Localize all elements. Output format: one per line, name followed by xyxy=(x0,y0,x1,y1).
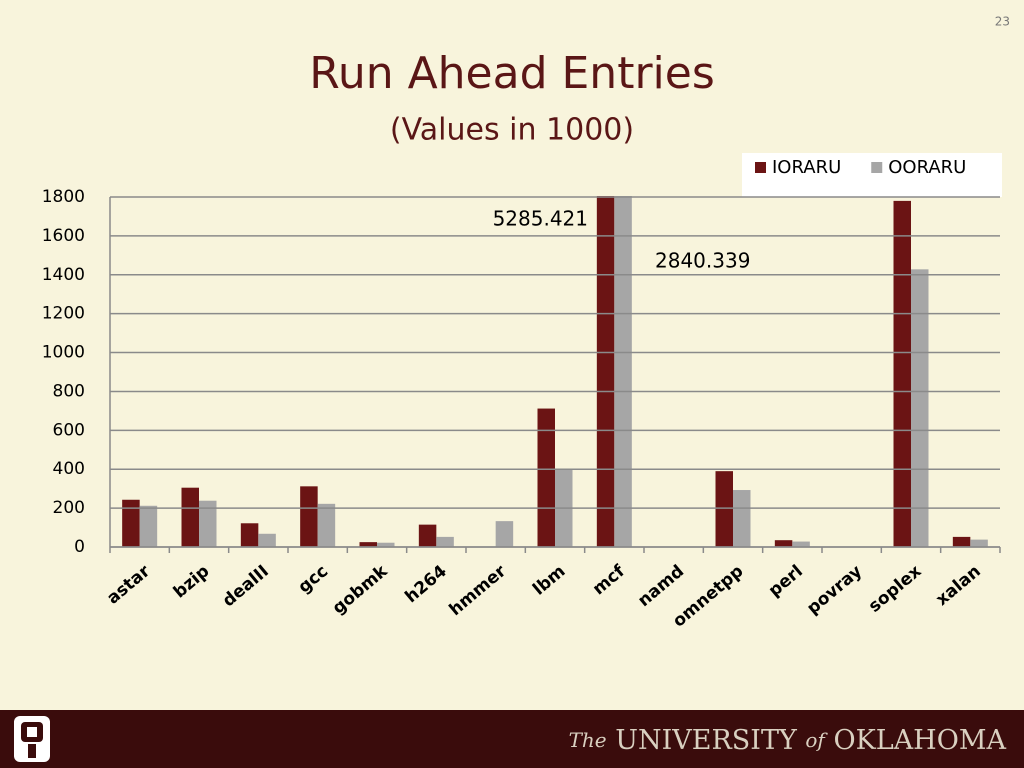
bar xyxy=(359,542,377,547)
legend-swatch xyxy=(871,162,883,173)
bar xyxy=(952,536,971,547)
legend-box xyxy=(742,153,1002,197)
y-tick-label: 0 xyxy=(74,537,85,557)
bar xyxy=(911,269,929,547)
y-tick-label: 400 xyxy=(53,459,85,479)
bar xyxy=(970,539,988,547)
y-tick-label: 1200 xyxy=(42,304,85,324)
chart-title: Run Ahead Entries xyxy=(309,48,715,99)
legend-label: IORARU xyxy=(772,157,841,178)
bar xyxy=(139,505,158,547)
bar xyxy=(258,533,276,547)
y-tick-label: 200 xyxy=(53,498,85,518)
bar xyxy=(317,503,336,547)
bar xyxy=(495,521,514,547)
bar xyxy=(596,196,615,547)
y-tick-label: 1400 xyxy=(42,265,85,285)
bar xyxy=(181,487,199,547)
ou-logo xyxy=(14,716,50,762)
legend-swatch xyxy=(755,162,766,173)
bar xyxy=(614,196,632,548)
annotation: 2840.339 xyxy=(655,249,750,273)
bar xyxy=(122,499,140,547)
bar xyxy=(377,542,395,547)
bar xyxy=(300,486,318,547)
y-tick-label: 1000 xyxy=(42,343,85,363)
y-tick-label: 1600 xyxy=(42,226,85,246)
bar xyxy=(733,490,751,547)
y-tick-label: 600 xyxy=(53,420,85,440)
bar xyxy=(537,408,555,547)
footer-band xyxy=(0,710,1024,768)
bar xyxy=(418,524,437,547)
annotation: 5285.421 xyxy=(493,207,588,231)
bar xyxy=(792,541,810,547)
bar xyxy=(436,536,454,547)
bar xyxy=(893,200,911,547)
y-tick-label: 800 xyxy=(53,381,85,401)
y-tick-label: 1800 xyxy=(42,187,85,207)
bar xyxy=(199,500,217,547)
slide-background xyxy=(0,0,1024,710)
plot-area xyxy=(122,196,988,548)
slide-number: 23 xyxy=(995,15,1010,29)
bar xyxy=(715,471,733,547)
legend-label: OORARU xyxy=(888,157,966,178)
bar xyxy=(240,523,259,547)
footer-wordmark: The UNIVERSITY of OKLAHOMA xyxy=(569,725,1007,756)
chart-subtitle: (Values in 1000) xyxy=(390,113,634,148)
bar xyxy=(774,540,793,547)
